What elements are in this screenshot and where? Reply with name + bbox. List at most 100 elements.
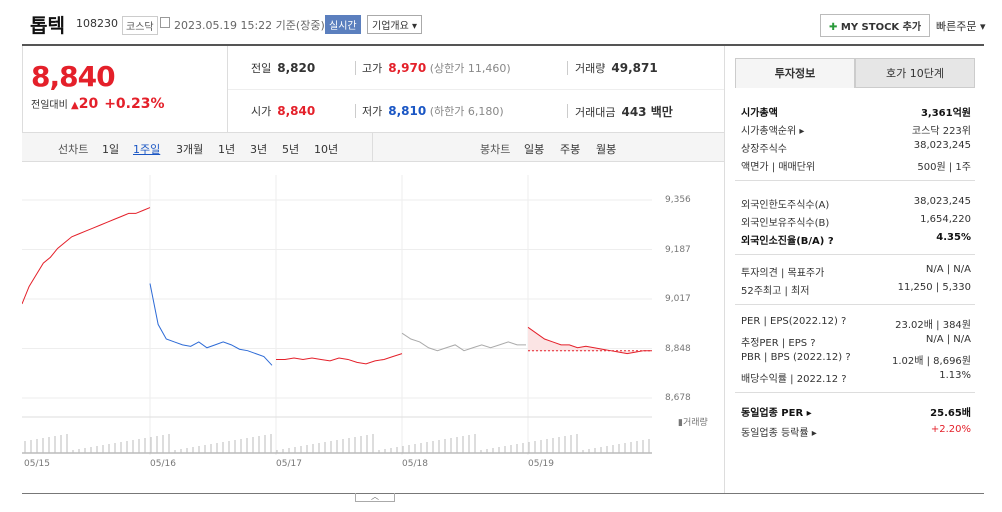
trade-amount: 거래대금 443 백만 xyxy=(575,103,673,120)
chevron-up-icon: ︿ xyxy=(371,492,379,501)
price-chart[interactable]: 9,356 9,187 9,017 8,848 8,678 ▮거래량 05/15… xyxy=(21,165,724,495)
mystock-label: MY STOCK 추가 xyxy=(840,22,922,33)
info-row: 상장주식수 38,023,245 xyxy=(741,140,971,156)
current-price: 8,840 xyxy=(31,60,116,93)
company-overview-button[interactable]: 기업개요 ▾ xyxy=(367,15,422,34)
info-value: 25.65배 xyxy=(930,408,971,419)
panel-divider xyxy=(735,392,975,393)
period-3y[interactable]: 3년 xyxy=(250,143,268,156)
info-value: 코스닥 223위 xyxy=(911,126,971,137)
realtime-badge[interactable]: 실시간 xyxy=(325,15,361,34)
mystock-add-button[interactable]: ✚ MY STOCK 추가 xyxy=(820,14,931,37)
period-1w[interactable]: 1주일 xyxy=(133,143,161,156)
plus-icon: ✚ xyxy=(829,22,841,33)
info-key: 액면가 | 매매단위 xyxy=(741,162,816,173)
prev-value: 8,820 xyxy=(277,61,316,75)
quick-order-button[interactable]: 빠른주문 ▾ xyxy=(936,20,986,33)
stock-name: 톱텍 xyxy=(30,15,65,37)
period-5y[interactable]: 5년 xyxy=(282,143,300,156)
info-row: 투자의견 | 목표주가 N/A | N/A xyxy=(741,264,971,280)
collapse-toggle[interactable]: ︿ xyxy=(355,493,395,502)
candle-month[interactable]: 월봉 xyxy=(596,143,617,156)
info-key: 추정PER | EPS ? xyxy=(741,338,816,349)
volume-label: 거래량 xyxy=(575,62,606,75)
y-tick: 9,017 xyxy=(665,294,691,304)
info-key: 시가총액 xyxy=(741,108,778,119)
period-10y[interactable]: 10년 xyxy=(314,143,339,156)
open-price: 시가 8,840 xyxy=(251,103,315,119)
high-label: 고가 xyxy=(362,62,383,75)
info-key: 외국인보유주식수(B) xyxy=(741,218,830,229)
x-tick: 05/15 xyxy=(24,459,50,469)
volume-legend: ▮거래량 xyxy=(678,418,708,428)
series-line xyxy=(527,326,652,355)
info-value: 1.13% xyxy=(939,370,971,381)
period-1d[interactable]: 1일 xyxy=(102,143,120,156)
volume: 거래량 49,871 xyxy=(575,60,658,76)
change-value: 20 xyxy=(78,96,99,112)
tab-investment-info[interactable]: 투자정보 xyxy=(735,58,855,88)
series-line xyxy=(276,353,403,365)
info-row: 52주최고 | 최저 11,250 | 5,330 xyxy=(741,282,971,298)
sep xyxy=(355,61,356,75)
info-value: 500원 | 1주 xyxy=(917,162,971,173)
x-tick: 05/16 xyxy=(150,459,176,469)
period-1y[interactable]: 1년 xyxy=(218,143,236,156)
summary-row-divider xyxy=(228,89,725,90)
calendar-icon xyxy=(160,17,170,28)
info-row: PBR | BPS (2022.12) ? 1.02배 | 8,696원 xyxy=(741,352,971,368)
info-value: 4.35% xyxy=(936,232,971,243)
tab-orderbook[interactable]: 호가 10단계 xyxy=(855,58,975,88)
x-tick: 05/18 xyxy=(402,459,428,469)
market-badge: 코스닥 xyxy=(122,16,158,35)
prev-close: 전일 8,820 xyxy=(251,60,315,76)
info-row: 시가총액순위 ▸ 코스닥 223위 xyxy=(741,122,971,138)
y-tick: 8,848 xyxy=(665,344,691,354)
volume-legend-label: 거래량 xyxy=(682,418,708,428)
stock-header: 톱텍 108230 코스닥 2023.05.19 15:22 기준(장중) 실시… xyxy=(0,0,1002,46)
info-key: 동일업종 PER ▸ xyxy=(741,408,812,419)
info-row: 동일업종 등락률 ▸ +2.20% xyxy=(741,424,971,440)
series-line xyxy=(21,207,151,305)
info-row: 외국인한도주식수(A) 38,023,245 xyxy=(741,196,971,212)
info-key: 상장주식수 xyxy=(741,144,787,155)
controls-divider xyxy=(372,133,373,161)
info-row: 액면가 | 매매단위 500원 | 1주 xyxy=(741,158,971,174)
change-label: 전일대비 xyxy=(31,100,68,111)
chart-controls: 선차트 1일 1주일 3개월 1년 3년 5년 10년 봉차트 일봉 주봉 월봉 xyxy=(22,132,724,162)
info-key: 52주최고 | 최저 xyxy=(741,286,810,297)
info-value: 1.02배 | 8,696원 xyxy=(891,356,971,367)
info-value: 11,250 | 5,330 xyxy=(897,282,971,293)
period-3m[interactable]: 3개월 xyxy=(176,143,204,156)
info-value: 3,361억원 xyxy=(920,108,971,119)
high-price: 고가 8,970 (상한가 11,460) xyxy=(362,60,511,76)
panel-divider xyxy=(735,304,975,305)
info-row: PER | EPS(2022.12) ? 23.02배 | 384원 xyxy=(741,316,971,332)
open-label: 시가 xyxy=(251,105,272,118)
info-key: 외국인한도주식수(A) xyxy=(741,200,830,211)
info-key: PER | EPS(2022.12) ? xyxy=(741,316,847,327)
info-key: 투자의견 | 목표주가 xyxy=(741,268,825,279)
amount-value: 443 백만 xyxy=(621,105,673,119)
info-value: 23.02배 | 384원 xyxy=(895,320,971,331)
info-key: 시가총액순위 ▸ xyxy=(741,126,805,137)
quote-summary: 8,840 전일대비 ▲20 +0.23% 전일 8,820 고가 8,970 (상한… xyxy=(22,46,725,132)
upper-limit: (상한가 11,460) xyxy=(429,62,511,75)
candle-chart-label: 봉차트 xyxy=(480,143,511,156)
info-value: N/A | N/A xyxy=(925,264,971,275)
info-value: 38,023,245 xyxy=(913,140,971,151)
panel-divider xyxy=(735,254,975,255)
y-tick: 9,187 xyxy=(665,245,691,255)
info-key: 배당수익률 | 2022.12 ? xyxy=(741,374,847,385)
candle-day[interactable]: 일봉 xyxy=(524,143,545,156)
info-value: 38,023,245 xyxy=(913,196,971,207)
up-triangle-icon: ▲ xyxy=(71,100,79,111)
high-value: 8,970 xyxy=(388,61,427,75)
series-line xyxy=(401,332,526,352)
candle-week[interactable]: 주봉 xyxy=(560,143,581,156)
price-chart-svg xyxy=(21,175,652,455)
info-row: 외국인소진율(B/A) ? 4.35% xyxy=(741,232,971,248)
info-row: 시가총액 3,361억원 xyxy=(741,104,971,120)
lower-limit: (하한가 6,180) xyxy=(429,105,504,118)
info-value: 1,654,220 xyxy=(920,214,971,225)
